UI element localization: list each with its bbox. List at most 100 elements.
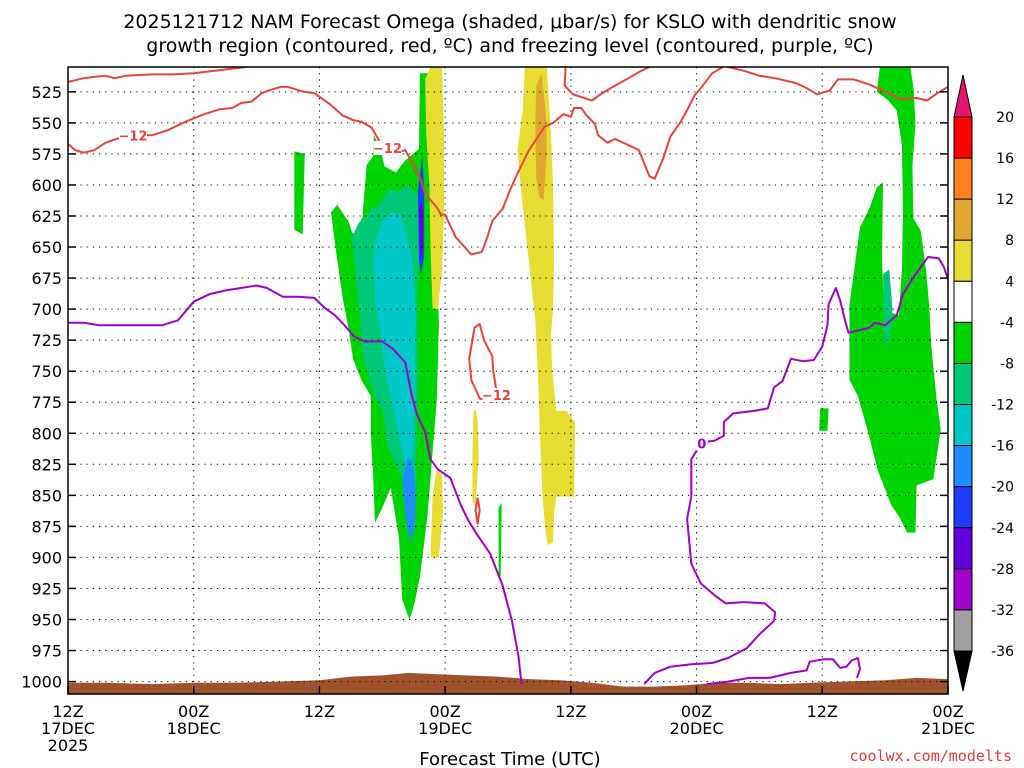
x-tick-label-0-2: 2025 [48, 736, 89, 755]
omega-region-13 [819, 408, 829, 431]
colorbar-band-2 [953, 198, 973, 241]
omega-shading-layer [294, 67, 941, 620]
dgz-contour-3 [727, 67, 948, 102]
omega-region-7 [425, 67, 445, 310]
y-tick-label-0: 525 [31, 83, 62, 102]
contour-label-bg-3 [695, 436, 708, 451]
x-tick-label-3-1: 19DEC [418, 719, 472, 738]
colorbar-label-2: 12 [996, 192, 1014, 208]
contour-label-1: −12 [373, 142, 402, 157]
y-tick-label-2: 575 [31, 145, 62, 164]
plot-frame [67, 66, 949, 695]
y-tick-label-14: 875 [31, 517, 62, 536]
x-tick-label-4-0: 12Z [555, 702, 586, 721]
contour-label-bg-0 [118, 128, 147, 143]
omega-region-0 [294, 151, 305, 235]
colorbar: 20 16 12 8 4 -4 -8 -12 -16 -20 -24 -28 -32 -36 [953, 74, 1014, 692]
y-tick-label-7: 700 [31, 300, 62, 319]
omega-region-15 [883, 269, 893, 349]
terrain-fill [68, 672, 948, 694]
freezing-level-contour-0 [68, 284, 523, 685]
y-tick-label-19: 1000 [21, 673, 62, 692]
omega-region-11 [535, 73, 547, 200]
y-tick-label-4: 625 [31, 207, 62, 226]
y-tick-label-9: 750 [31, 362, 62, 381]
omega-region-10 [517, 67, 575, 545]
x-tick-label-3-0: 00Z [429, 702, 460, 721]
freezing-level-contour-1 [643, 256, 948, 685]
colorbar-label-8: -16 [991, 439, 1014, 455]
y-tick-label-1: 550 [31, 114, 62, 133]
omega-region-6 [419, 199, 424, 260]
y-tick-label-6: 675 [31, 269, 62, 288]
x-tick-label-5-0: 00Z [681, 702, 712, 721]
y-tick-label-13: 850 [31, 486, 62, 505]
y-tick-label-11: 800 [31, 424, 62, 443]
y-tick-label-15: 900 [31, 548, 62, 567]
dgz-contour-5 [474, 497, 481, 525]
colorbar-band-10 [953, 527, 973, 570]
omega-region-12 [498, 502, 502, 578]
contour-label-bg-2 [482, 388, 511, 403]
colorbar-band-6 [953, 362, 973, 406]
y-tick-label-10: 775 [31, 393, 62, 412]
colorbar-label-6: -8 [1000, 356, 1014, 372]
terrain-layer [68, 672, 948, 694]
dgz-contour-2 [563, 67, 650, 102]
colorbar-bottom-arrow [953, 650, 973, 692]
colorbar-label-11: -28 [991, 562, 1014, 578]
x-tick-label-0-0: 12Z [52, 702, 83, 721]
y-tick-label-3: 600 [31, 176, 62, 195]
x-tick-label-5-1: 20DEC [670, 719, 724, 738]
colorbar-top-arrow [953, 74, 973, 118]
colorbar-band-5 [953, 321, 973, 364]
y-tick-label-8: 725 [31, 331, 62, 350]
chart-title-line1: 2025121712 NAM Forecast Omega (shaded, μ… [123, 11, 896, 33]
y-tick-label-12: 825 [31, 455, 62, 474]
grid-layer [68, 67, 948, 694]
colorbar-label-7: -12 [991, 398, 1014, 414]
colorbar-label-5: -4 [1000, 315, 1014, 331]
y-axis-ticks: 525 550 575 600 625 650 675 700 725 750 775 800 825 8… [21, 83, 948, 692]
contour-label-2: −12 [482, 389, 511, 404]
colorbar-band-0 [953, 116, 973, 159]
colorbar-band-12 [953, 609, 973, 652]
x-tick-label-7-0: 00Z [932, 702, 963, 721]
contour-label-layer: −12 −12 −12 0 [118, 128, 708, 452]
omega-region-8 [430, 468, 443, 558]
dgz-contour-1 [68, 67, 724, 256]
x-tick-label-7-1: 21DEC [921, 719, 975, 738]
colorbar-band-3 [953, 239, 973, 282]
colorbar-label-4: 4 [1005, 274, 1014, 290]
contour-label-0: −12 [118, 130, 147, 145]
x-tick-label-1-0: 00Z [178, 702, 209, 721]
x-tick-label-0-1: 17DEC [41, 719, 95, 738]
colorbar-label-13: -36 [991, 644, 1014, 660]
chart-title-line2: growth region (contoured, red, ºC) and f… [146, 35, 873, 57]
omega-region-3 [373, 212, 416, 471]
y-tick-label-18: 975 [31, 642, 62, 661]
y-tick-label-16: 925 [31, 579, 62, 598]
colorbar-band-4 [953, 280, 973, 323]
colorbar-band-7 [953, 404, 973, 447]
credit-link[interactable]: coolwx.com/modelts [849, 747, 1012, 765]
contour-layer [68, 67, 948, 686]
freezing-level-contour-2 [706, 657, 861, 686]
contour-label-3: 0 [697, 437, 706, 452]
omega-region-14 [849, 67, 941, 533]
x-tick-label-6-0: 12Z [807, 702, 838, 721]
omega-region-9 [472, 408, 479, 506]
omega-region-4 [402, 458, 416, 543]
colorbar-band-8 [953, 445, 973, 488]
colorbar-label-10: -24 [991, 521, 1014, 537]
y-tick-label-17: 950 [31, 611, 62, 630]
colorbar-band-1 [953, 157, 973, 200]
colorbar-band-11 [953, 568, 973, 611]
colorbar-label-1: 16 [996, 151, 1014, 167]
colorbar-label-12: -32 [991, 603, 1014, 619]
colorbar-label-3: 8 [1005, 233, 1014, 249]
x-axis-label: Forecast Time (UTC) [419, 749, 600, 768]
colorbar-label-9: -20 [991, 480, 1014, 496]
